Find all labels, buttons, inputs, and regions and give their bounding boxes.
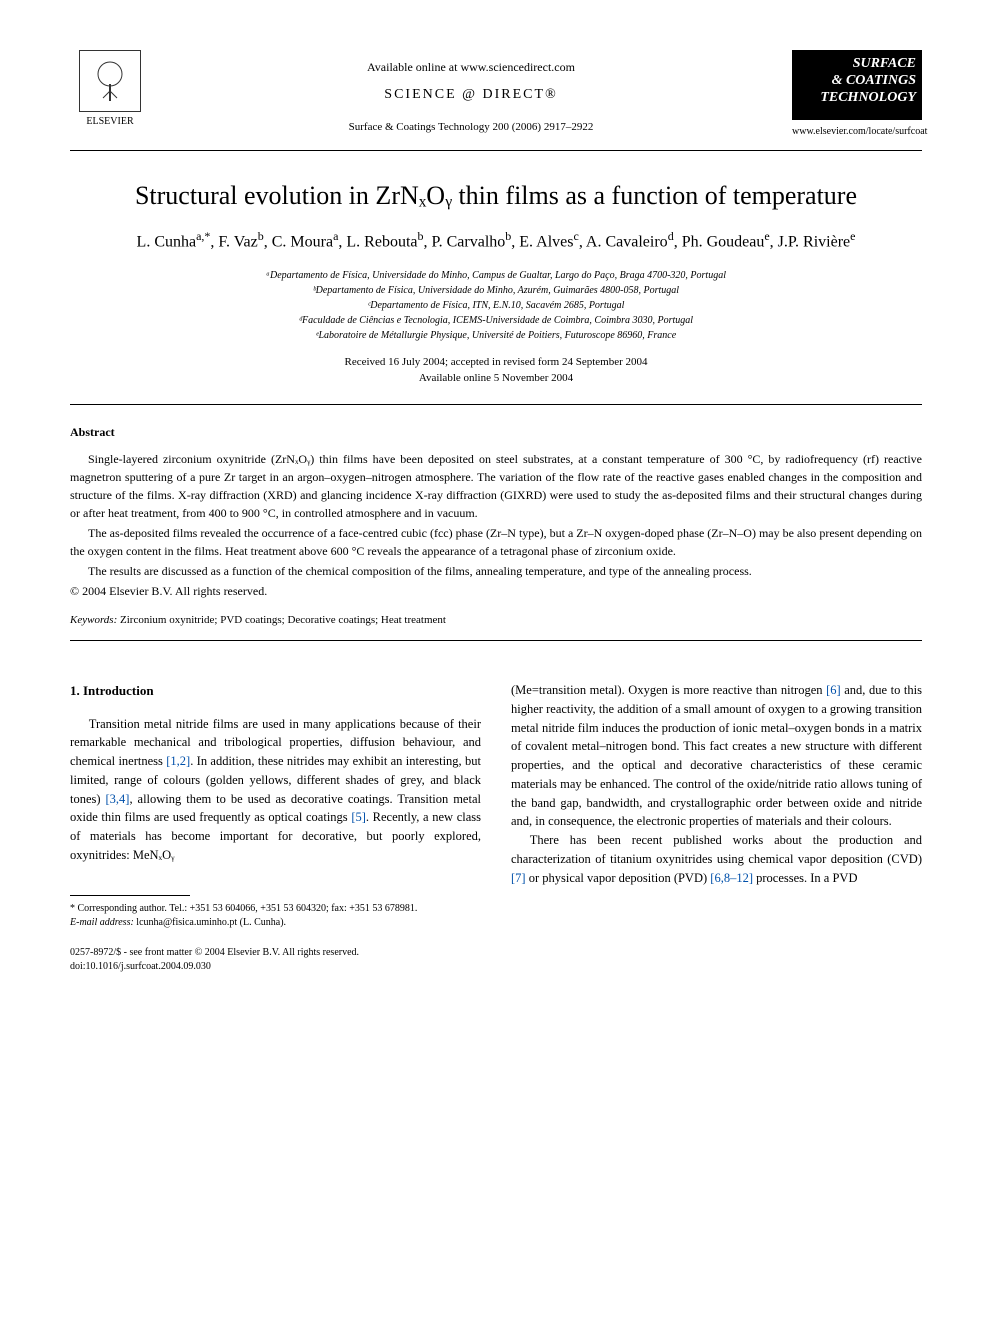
footnote-separator xyxy=(70,895,190,896)
copyright-line: © 2004 Elsevier B.V. All rights reserved… xyxy=(70,582,922,600)
journal-logo-block: SURFACE & COATINGS TECHNOLOGY www.elsevi… xyxy=(792,50,922,137)
intro-right-text5: processes. In a PVD xyxy=(753,871,858,885)
article-title: Structural evolution in ZrNₓOᵧ thin film… xyxy=(70,181,922,211)
authors-line: L. Cunhaa,*, F. Vazb, C. Mouraa, L. Rebo… xyxy=(70,227,922,254)
intro-left-p1: Transition metal nitride films are used … xyxy=(70,715,481,865)
journal-logo-box: SURFACE & COATINGS TECHNOLOGY xyxy=(792,50,922,120)
intro-right-text4: or physical vapor deposition (PVD) xyxy=(526,871,711,885)
abstract-p1: Single-layered zirconium oxynitride (ZrN… xyxy=(70,450,922,522)
abstract-body: Single-layered zirconium oxynitride (ZrN… xyxy=(70,450,922,600)
ref-6-8-12[interactable]: [6,8–12] xyxy=(710,871,753,885)
ref-6[interactable]: [6] xyxy=(826,683,841,697)
affiliations: ᵃDepartamento de Física, Universidade do… xyxy=(70,268,922,343)
journal-citation: Surface & Coatings Technology 200 (2006)… xyxy=(150,121,792,133)
email-address: lcunha@fisica.uminho.pt (L. Cunha). xyxy=(134,917,286,928)
online-date: Available online 5 November 2004 xyxy=(70,371,922,386)
keywords-line: Keywords: Zirconium oxynitride; PVD coat… xyxy=(70,614,922,626)
two-column-body: 1. Introduction Transition metal nitride… xyxy=(70,681,922,974)
elsevier-tree-icon xyxy=(79,50,141,112)
left-column: 1. Introduction Transition metal nitride… xyxy=(70,681,481,974)
header-center: Available online at www.sciencedirect.co… xyxy=(150,50,792,139)
intro-right-text3: There has been recent published works ab… xyxy=(511,833,922,866)
keywords-label: Keywords: xyxy=(70,614,117,626)
journal-logo-line1: SURFACE xyxy=(798,56,916,73)
abstract-p3: The results are discussed as a function … xyxy=(70,562,922,580)
dates-block: Received 16 July 2004; accepted in revis… xyxy=(70,355,922,386)
header-row: ELSEVIER Available online at www.science… xyxy=(70,50,922,140)
abstract-heading: Abstract xyxy=(70,425,922,440)
affiliation-e: ᵉLaboratoire de Métallurgie Physique, Un… xyxy=(70,328,922,343)
intro-right-p1: (Me=transition metal). Oxygen is more re… xyxy=(511,681,922,831)
affiliation-b: ᵇDepartamento de Física, Universidade do… xyxy=(70,283,922,298)
elsevier-logo: ELSEVIER xyxy=(70,50,150,140)
received-date: Received 16 July 2004; accepted in revis… xyxy=(70,355,922,370)
rule-after-keywords xyxy=(70,640,922,641)
affiliation-a: ᵃDepartamento de Física, Universidade do… xyxy=(70,268,922,283)
right-column: (Me=transition metal). Oxygen is more re… xyxy=(511,681,922,974)
elsevier-label: ELSEVIER xyxy=(86,116,133,127)
abstract-p2: The as-deposited films revealed the occu… xyxy=(70,524,922,560)
intro-right-p2: There has been recent published works ab… xyxy=(511,831,922,887)
ref-3-4[interactable]: [3,4] xyxy=(106,792,130,806)
intro-right-text1: (Me=transition metal). Oxygen is more re… xyxy=(511,683,826,697)
ref-1-2[interactable]: [1,2] xyxy=(166,754,190,768)
journal-logo-line2: & COATINGS xyxy=(798,73,916,90)
science-direct-logo: SCIENCE @ DIRECT® xyxy=(150,87,792,103)
rule-after-dates xyxy=(70,404,922,405)
affiliation-c: ᶜDepartamento de Física, ITN, E.N.10, Sa… xyxy=(70,298,922,313)
footer-block: 0257-8972/$ - see front matter © 2004 El… xyxy=(70,946,481,974)
ref-7[interactable]: [7] xyxy=(511,871,526,885)
available-online-text: Available online at www.sciencedirect.co… xyxy=(150,60,792,75)
intro-heading: 1. Introduction xyxy=(70,681,481,701)
footnotes: * Corresponding author. Tel.: +351 53 60… xyxy=(70,902,481,930)
footer-copyright: 0257-8972/$ - see front matter © 2004 El… xyxy=(70,946,481,960)
email-label: E-mail address: xyxy=(70,917,134,928)
corresponding-author: * Corresponding author. Tel.: +351 53 60… xyxy=(70,902,481,916)
affiliation-d: ᵈFaculdade de Ciências e Tecnologia, ICE… xyxy=(70,313,922,328)
ref-5[interactable]: [5] xyxy=(351,810,366,824)
footer-doi: doi:10.1016/j.surfcoat.2004.09.030 xyxy=(70,960,481,974)
email-line: E-mail address: lcunha@fisica.uminho.pt … xyxy=(70,916,481,930)
keywords-text: Zirconium oxynitride; PVD coatings; Deco… xyxy=(117,614,446,626)
page-container: ELSEVIER Available online at www.science… xyxy=(0,0,992,1034)
journal-logo-line3: TECHNOLOGY xyxy=(798,90,916,107)
rule-top xyxy=(70,150,922,151)
journal-url: www.elsevier.com/locate/surfcoat xyxy=(792,126,922,137)
intro-right-text2: and, due to this higher reactivity, the … xyxy=(511,683,922,828)
